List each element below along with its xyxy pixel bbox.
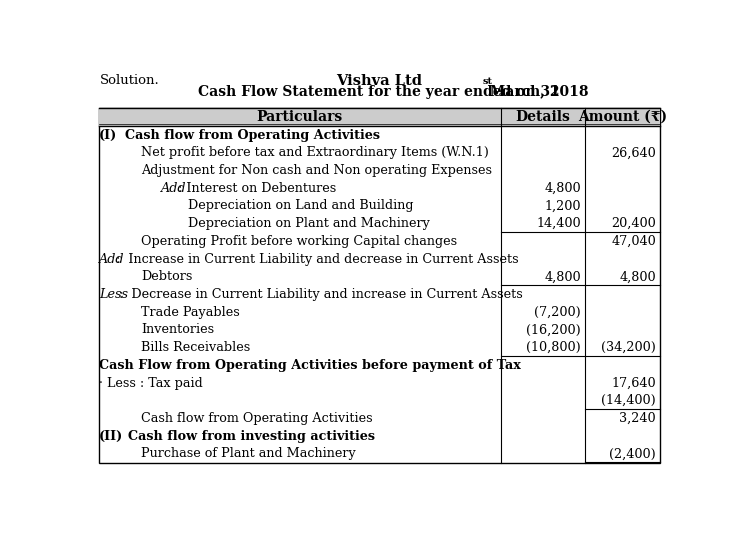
Text: (14,400): (14,400) bbox=[601, 395, 656, 407]
Text: (7,200): (7,200) bbox=[534, 306, 581, 319]
Text: Cash Flow from Operating Activities before payment of Tax: Cash Flow from Operating Activities befo… bbox=[98, 359, 520, 372]
Text: 20,400: 20,400 bbox=[611, 217, 656, 230]
Text: Details: Details bbox=[515, 110, 571, 124]
Text: 4,800: 4,800 bbox=[619, 270, 656, 283]
Bar bbox=[98, 108, 660, 463]
Text: (2,400): (2,400) bbox=[609, 448, 656, 460]
Bar bbox=[98, 108, 660, 126]
Text: 3,240: 3,240 bbox=[619, 412, 656, 425]
Text: Particulars: Particulars bbox=[257, 110, 343, 124]
Text: (10,800): (10,800) bbox=[526, 341, 581, 354]
Text: 1,200: 1,200 bbox=[544, 199, 581, 213]
Text: Trade Payables: Trade Payables bbox=[141, 306, 240, 319]
Text: Purchase of Plant and Machinery: Purchase of Plant and Machinery bbox=[141, 448, 356, 460]
Text: 14,400: 14,400 bbox=[536, 217, 581, 230]
Text: Solution.: Solution. bbox=[100, 74, 160, 87]
Text: Depreciation on Plant and Machinery: Depreciation on Plant and Machinery bbox=[188, 217, 430, 230]
Text: :  Increase in Current Liability and decrease in Current Assets: : Increase in Current Liability and decr… bbox=[115, 253, 519, 266]
Text: 26,640: 26,640 bbox=[611, 146, 656, 160]
Text: Bills Receivables: Bills Receivables bbox=[141, 341, 251, 354]
Text: Adjustment for Non cash and Non operating Expenses: Adjustment for Non cash and Non operatin… bbox=[141, 164, 492, 177]
Text: Inventories: Inventories bbox=[141, 324, 215, 336]
Text: : Interest on Debentures: : Interest on Debentures bbox=[178, 182, 336, 195]
Text: (I): (I) bbox=[98, 128, 117, 142]
Text: (34,200): (34,200) bbox=[601, 341, 656, 354]
Text: :  Decrease in Current Liability and increase in Current Assets: : Decrease in Current Liability and incr… bbox=[119, 288, 522, 301]
Text: Cash flow from Operating Activities: Cash flow from Operating Activities bbox=[141, 412, 373, 425]
Text: Operating Profit before working Capital changes: Operating Profit before working Capital … bbox=[141, 235, 457, 248]
Text: 4,800: 4,800 bbox=[544, 270, 581, 283]
Text: March, 2018: March, 2018 bbox=[485, 85, 589, 99]
Text: Debtors: Debtors bbox=[141, 270, 192, 283]
Text: Vishva Ltd: Vishva Ltd bbox=[336, 74, 423, 88]
Text: Cash flow from investing activities: Cash flow from investing activities bbox=[119, 430, 375, 442]
Text: Net profit before tax and Extraordinary Items (W.N.1): Net profit before tax and Extraordinary … bbox=[141, 146, 489, 160]
Text: Cash Flow Statement for the year ended on 31: Cash Flow Statement for the year ended o… bbox=[198, 85, 560, 99]
Text: Amount (₹): Amount (₹) bbox=[578, 110, 667, 124]
Text: 17,640: 17,640 bbox=[611, 377, 656, 389]
Text: 47,040: 47,040 bbox=[611, 235, 656, 248]
Text: st: st bbox=[482, 77, 492, 86]
Text: Add: Add bbox=[161, 182, 186, 195]
Text: Cash flow from Operating Activities: Cash flow from Operating Activities bbox=[115, 128, 380, 142]
Text: (II): (II) bbox=[98, 430, 123, 442]
Text: 4,800: 4,800 bbox=[544, 182, 581, 195]
Text: · Less : Tax paid: · Less : Tax paid bbox=[98, 377, 203, 389]
Text: Less: Less bbox=[98, 288, 128, 301]
Text: Add: Add bbox=[98, 253, 124, 266]
Text: (16,200): (16,200) bbox=[526, 324, 581, 336]
Text: Depreciation on Land and Building: Depreciation on Land and Building bbox=[188, 199, 414, 213]
